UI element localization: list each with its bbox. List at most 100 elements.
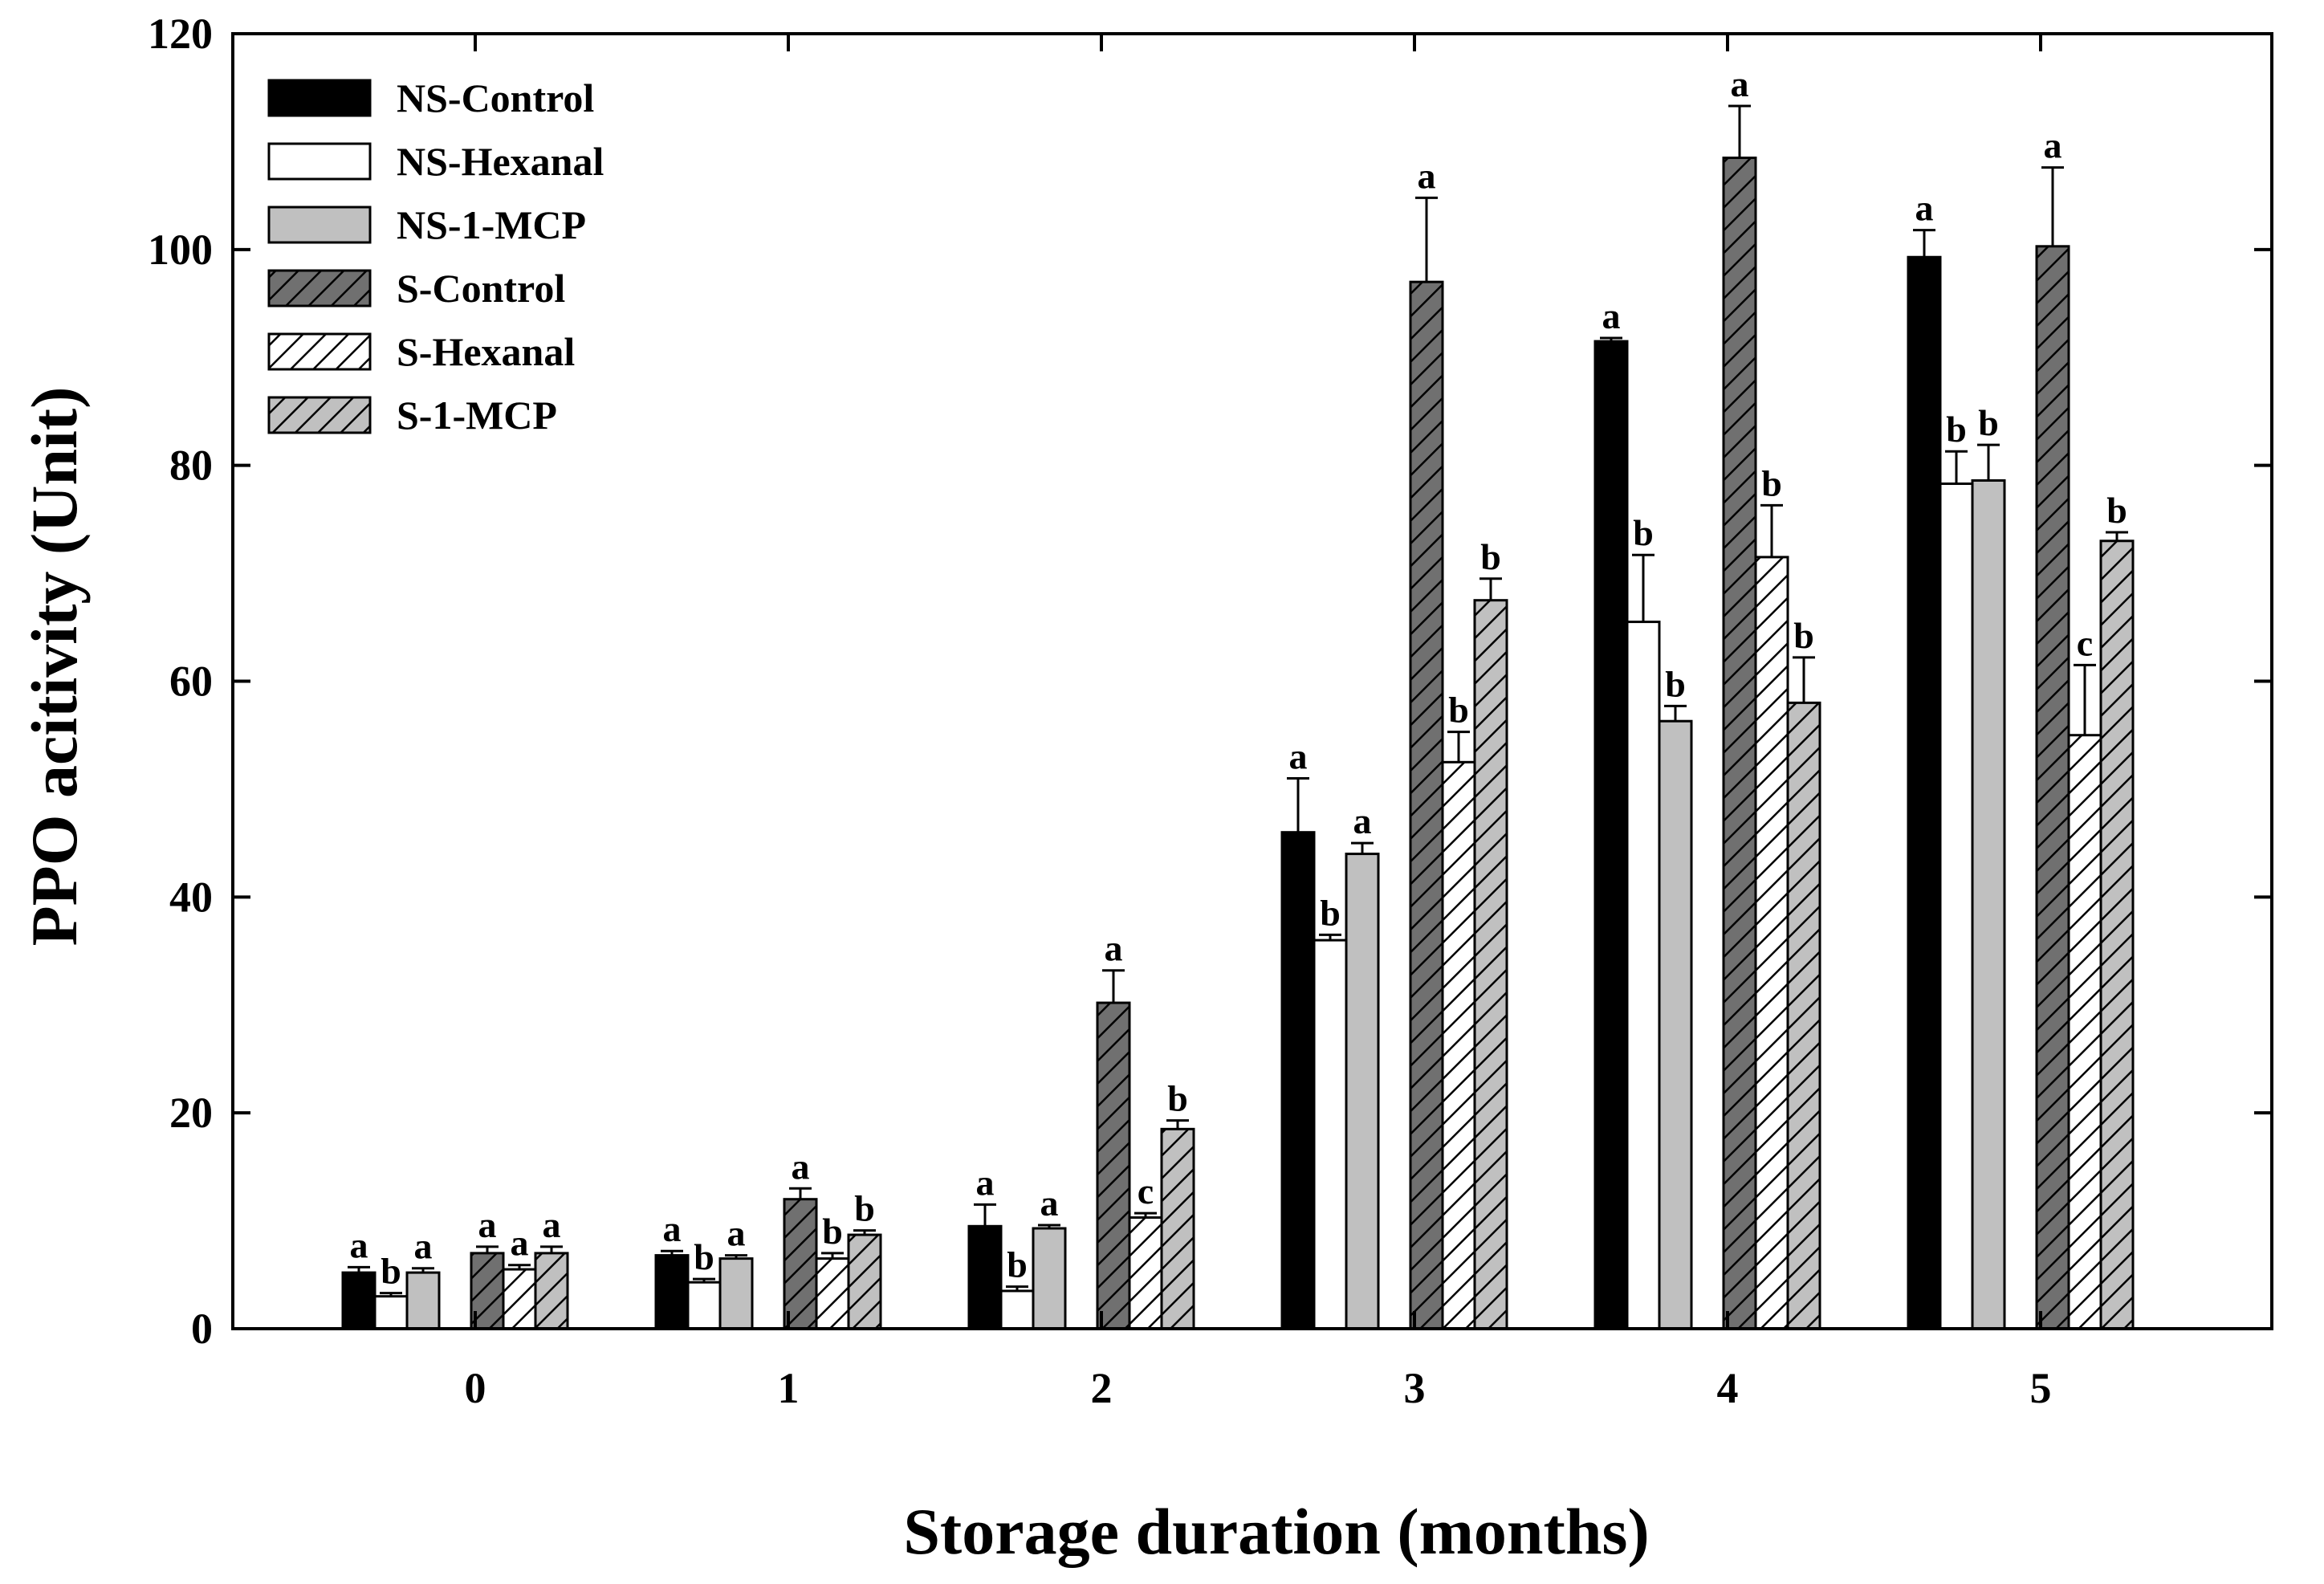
x-axis-title: Storage duration (months) — [903, 1495, 1649, 1568]
significance-label: a — [663, 1208, 682, 1249]
significance-label: a — [543, 1204, 561, 1245]
bar-s-hexanal-month-3 — [1441, 760, 1476, 1330]
y-tick-label: 60 — [169, 658, 213, 706]
significance-label: a — [1731, 63, 1749, 104]
bar-s-hexanal-month-0 — [502, 1268, 537, 1330]
significance-label: b — [1448, 690, 1469, 731]
significance-label: b — [854, 1188, 875, 1229]
significance-label: a — [1915, 188, 1934, 229]
x-tick-label: 3 — [1404, 1364, 1426, 1412]
y-tick-label: 20 — [169, 1089, 213, 1137]
legend-label-s-1-mcp: S-1-MCP — [397, 393, 557, 438]
bar-ns-hexanal-month-1 — [686, 1281, 722, 1330]
legend-label-ns-hexanal: NS-Hexanal — [397, 139, 604, 184]
bar-ns-control-month-0 — [341, 1271, 376, 1330]
significance-label: a — [727, 1213, 746, 1254]
significance-label: b — [1007, 1244, 1028, 1285]
legend-label-s-hexanal: S-Hexanal — [397, 329, 575, 374]
significance-label: b — [1167, 1078, 1188, 1119]
significance-label: a — [1040, 1183, 1059, 1224]
bar-s-1-mcp-month-4 — [1786, 701, 1821, 1330]
significance-label: b — [694, 1236, 714, 1277]
y-tick-label: 80 — [169, 442, 213, 490]
significance-label: a — [478, 1204, 497, 1245]
bar-ns-hexanal-month-3 — [1313, 939, 1348, 1330]
significance-label: c — [2077, 622, 2093, 663]
bar-ns-1-mcp-month-0 — [405, 1271, 441, 1330]
significance-label: a — [1602, 295, 1621, 336]
y-tick-label: 100 — [148, 226, 213, 274]
significance-label: b — [381, 1251, 401, 1292]
bar-ns-1-mcp-month-2 — [1032, 1227, 1067, 1330]
bar-ns-hexanal-month-5 — [1939, 483, 1974, 1330]
x-tick-label: 5 — [2030, 1364, 2052, 1412]
significance-label: a — [1289, 735, 1308, 776]
bar-s-1-mcp-month-5 — [2099, 540, 2135, 1330]
y-axis-title: PPO acitivity (Unit) — [18, 387, 91, 947]
bar-ns-1-mcp-month-5 — [1971, 478, 2006, 1330]
bar-ns-hexanal-month-2 — [999, 1289, 1035, 1330]
bar-ns-1-mcp-month-4 — [1658, 719, 1693, 1330]
bar-s-hexanal-month-1 — [815, 1257, 850, 1330]
bar-s-hexanal-month-2 — [1128, 1216, 1163, 1330]
bar-s-control-month-3 — [1409, 280, 1444, 1330]
bar-s-1-mcp-month-2 — [1160, 1127, 1195, 1330]
bar-ns-control-month-2 — [967, 1224, 1003, 1330]
significance-label: b — [1978, 402, 1999, 443]
x-tick-label: 4 — [1717, 1364, 1739, 1412]
y-tick-label: 0 — [191, 1305, 213, 1353]
legend: NS-Control NS-Hexanal NS-1-MCP S-Control S-H… — [267, 75, 604, 438]
bar-ns-1-mcp-month-3 — [1345, 853, 1380, 1330]
bar-s-control-month-2 — [1096, 1001, 1131, 1330]
bar-ns-control-month-5 — [1907, 255, 1942, 1330]
bar-ns-hexanal-month-4 — [1626, 621, 1661, 1330]
significance-label: b — [1480, 536, 1501, 577]
legend-label-ns-control: NS-Control — [397, 75, 594, 120]
legend-label-s-control: S-Control — [397, 266, 565, 311]
bar-ns-control-month-4 — [1593, 340, 1629, 1330]
significance-label: b — [1320, 892, 1341, 933]
x-tick-label: 0 — [465, 1364, 486, 1412]
significance-label: a — [976, 1162, 995, 1203]
significance-label: b — [1946, 409, 1967, 450]
axes-layer: 0 20 40 60 80 100 120 0 1 2 3 4 5 — [148, 10, 2273, 1412]
significance-label: b — [2106, 490, 2127, 531]
bar-s-control-month-5 — [2035, 245, 2070, 1330]
significance-label: a — [511, 1223, 529, 1264]
bar-ns-1-mcp-month-1 — [718, 1257, 754, 1330]
bar-s-control-month-4 — [1722, 157, 1757, 1330]
bar-s-1-mcp-month-1 — [847, 1233, 882, 1330]
significance-label: b — [1793, 615, 1814, 656]
significance-label: a — [1105, 928, 1123, 969]
significance-label: a — [1353, 800, 1372, 841]
bar-s-1-mcp-month-0 — [534, 1252, 569, 1330]
bar-s-hexanal-month-4 — [1754, 556, 1789, 1330]
legend-swatch-ns-hexanal — [267, 142, 372, 181]
bar-s-control-month-1 — [783, 1198, 818, 1330]
legend-swatch-s-hexanal — [267, 332, 372, 371]
significance-label: c — [1138, 1171, 1154, 1211]
significance-label: b — [1761, 462, 1782, 503]
bar-s-hexanal-month-5 — [2067, 734, 2102, 1330]
y-tick-label: 120 — [148, 10, 213, 58]
bar-ns-hexanal-month-0 — [373, 1295, 409, 1330]
legend-label-ns-1-mcp: NS-1-MCP — [397, 202, 586, 247]
y-tick-label: 40 — [169, 873, 213, 921]
significance-label: b — [822, 1211, 843, 1252]
legend-swatch-ns-control — [267, 79, 372, 117]
x-tick-label: 1 — [778, 1364, 800, 1412]
significance-label: a — [414, 1226, 433, 1267]
significance-label: a — [350, 1224, 368, 1265]
bar-ns-control-month-1 — [654, 1254, 690, 1330]
significance-label: a — [2044, 125, 2062, 166]
significance-label: b — [1633, 512, 1654, 553]
legend-swatch-s-control — [267, 269, 372, 307]
bar-s-1-mcp-month-3 — [1473, 599, 1508, 1330]
significance-label: a — [792, 1146, 810, 1187]
legend-swatch-ns-1-mcp — [267, 206, 372, 244]
significance-label: a — [1418, 155, 1436, 196]
legend-swatch-s-1-mcp — [267, 396, 372, 434]
